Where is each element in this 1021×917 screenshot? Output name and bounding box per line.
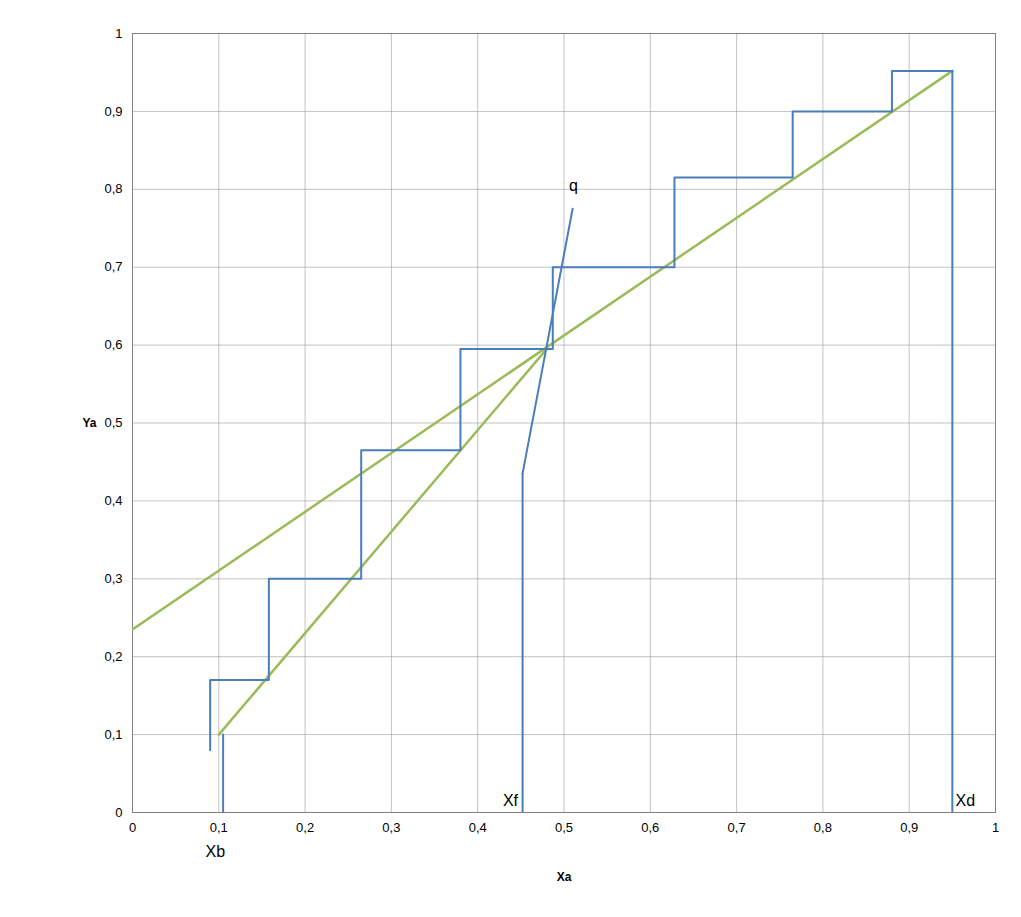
svg-text:0,9: 0,9 (900, 820, 918, 835)
svg-text:0,6: 0,6 (641, 820, 659, 835)
svg-text:0,4: 0,4 (469, 820, 487, 835)
svg-text:Ya: Ya (83, 416, 97, 430)
svg-text:0,7: 0,7 (728, 820, 746, 835)
svg-text:0,9: 0,9 (104, 104, 122, 119)
svg-text:0,4: 0,4 (104, 493, 122, 508)
svg-text:0,3: 0,3 (382, 820, 400, 835)
svg-text:0,8: 0,8 (814, 820, 832, 835)
svg-text:0,1: 0,1 (104, 727, 122, 742)
svg-text:0,2: 0,2 (296, 820, 314, 835)
svg-text:Xd: Xd (956, 792, 976, 809)
svg-text:0,7: 0,7 (104, 259, 122, 274)
svg-text:0,8: 0,8 (104, 181, 122, 196)
svg-text:1: 1 (992, 820, 999, 835)
svg-text:0,2: 0,2 (104, 649, 122, 664)
svg-text:Xb: Xb (206, 843, 226, 860)
svg-text:Xf: Xf (503, 792, 519, 809)
svg-text:0,5: 0,5 (555, 820, 573, 835)
svg-text:0: 0 (129, 820, 136, 835)
svg-text:1: 1 (115, 26, 122, 41)
svg-text:0,1: 0,1 (210, 820, 228, 835)
svg-text:0: 0 (115, 805, 122, 820)
svg-text:0,6: 0,6 (104, 337, 122, 352)
svg-text:0,5: 0,5 (104, 415, 122, 430)
svg-text:0,3: 0,3 (104, 571, 122, 586)
svg-text:q: q (569, 177, 578, 194)
svg-text:Xa: Xa (557, 870, 572, 884)
